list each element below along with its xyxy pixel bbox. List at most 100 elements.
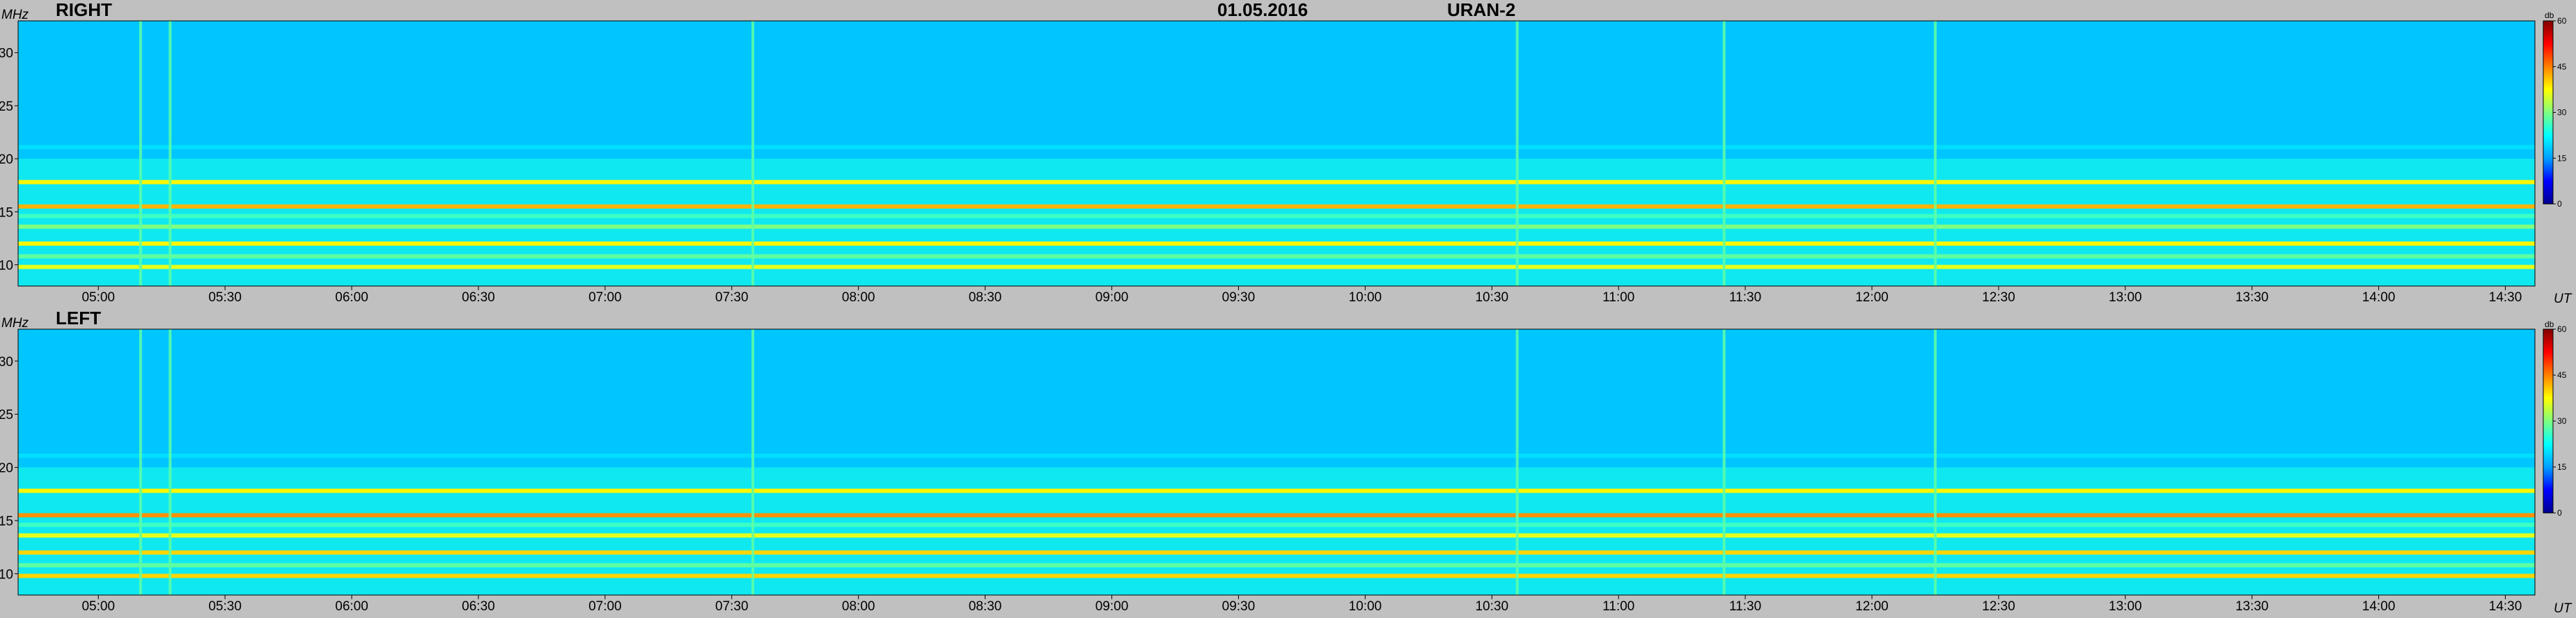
burst-line	[169, 21, 172, 286]
interference-band	[18, 550, 2535, 555]
x-tick-label: 11:00	[1602, 599, 1634, 614]
instrument-name: URAN-2	[1447, 0, 1515, 20]
colorbar-tick-label: 0	[2557, 199, 2562, 209]
x-tick-label: 06:00	[335, 599, 368, 614]
spectrogram-right	[18, 21, 2535, 286]
x-tick-label: 11:00	[1602, 290, 1634, 305]
panel-left: LEFT MHz UT 10 15 20 25 30 05:00 05:30 06:00 06:…	[0, 308, 2573, 616]
colorbar-tick-label: 30	[2557, 108, 2567, 118]
burst-line	[1515, 21, 1519, 286]
x-unit-right: UT	[2554, 292, 2573, 306]
burst-line	[751, 21, 755, 286]
y-tick-label: 30	[0, 355, 13, 370]
chart-date: 01.05.2016	[1217, 0, 1308, 20]
x-tick-label: 10:30	[1475, 599, 1508, 614]
x-tick-label: 08:30	[969, 599, 1002, 614]
burst-line	[751, 329, 755, 595]
x-tick-label: 05:30	[208, 290, 242, 305]
panel-title-right: RIGHT	[56, 0, 112, 20]
x-tick-label: 07:00	[588, 290, 622, 305]
y-tick-label: 15	[0, 205, 13, 220]
burst-line	[139, 21, 142, 286]
axes-right: 10 15 20 25 30 05:00 05:30 06:00 06:30 07:00 07:30…	[0, 20, 2536, 305]
burst-line	[139, 329, 142, 595]
x-tick-label: 12:30	[1982, 599, 2015, 614]
x-tick-label: 05:30	[208, 599, 242, 614]
x-tick-label: 10:00	[1349, 290, 1382, 305]
y-tick-label: 25	[0, 100, 13, 114]
x-tick-label: 10:00	[1349, 599, 1382, 614]
y-tick-label: 25	[0, 408, 13, 422]
plot-frame	[17, 20, 2536, 287]
x-tick-label: 14:30	[2489, 599, 2522, 614]
spectrogram-left	[18, 329, 2535, 595]
interference-band	[18, 453, 2535, 458]
colorbar-tick-label: 45	[2557, 370, 2567, 380]
x-tick-label: 14:00	[2362, 599, 2396, 614]
x-tick-label: 05:00	[81, 599, 115, 614]
x-tick-label: 13:00	[2109, 290, 2142, 305]
burst-line	[169, 329, 172, 595]
x-tick-label: 09:30	[1222, 290, 1256, 305]
x-tick-label: 09:30	[1222, 599, 1256, 614]
interference-band	[18, 241, 2535, 246]
burst-line	[1933, 21, 1937, 286]
y-tick-label: 20	[0, 461, 13, 476]
x-tick-label: 14:30	[2489, 290, 2522, 305]
x-tick-label: 06:30	[462, 599, 495, 614]
interference-band	[18, 264, 2535, 269]
colorbar-gradient	[2543, 328, 2554, 514]
x-tick-label: 09:00	[1095, 599, 1129, 614]
x-tick-label: 07:30	[715, 599, 749, 614]
interference-band	[18, 145, 2535, 150]
x-tick-label: 13:30	[2235, 290, 2269, 305]
x-tick-label: 07:30	[715, 290, 749, 305]
y-tick-label: 20	[0, 152, 13, 167]
burst-line	[1722, 21, 1726, 286]
colorbar-tick-label: 0	[2557, 508, 2562, 518]
interference-band	[18, 563, 2535, 568]
colorbar-right: 0 15 30 45 60	[2543, 16, 2567, 209]
x-tick-label: 13:30	[2235, 599, 2269, 614]
x-tick-label: 12:30	[1982, 290, 2015, 305]
x-tick-label: 12:00	[1855, 599, 1889, 614]
colorbar-left: 0 15 30 45 60	[2543, 324, 2567, 518]
colorbar-tick-label: 15	[2557, 462, 2567, 472]
y-tick-label: 10	[0, 567, 13, 582]
interference-band	[18, 224, 2535, 229]
x-tick-label: 13:00	[2109, 599, 2142, 614]
y-tick-label: 10	[0, 259, 13, 274]
x-tick-label: 11:30	[1729, 599, 1761, 614]
burst-line	[1933, 329, 1937, 595]
x-tick-label: 08:30	[969, 290, 1002, 305]
panel-title-left: LEFT	[56, 308, 101, 328]
colorbar-unit-right: db	[2545, 10, 2554, 20]
y-tick-label: 30	[0, 47, 13, 61]
interference-band	[18, 214, 2535, 219]
colorbar-unit-left: db	[2545, 319, 2554, 329]
x-tick-label: 08:00	[842, 599, 875, 614]
burst-line	[1515, 329, 1519, 595]
interference-band	[18, 523, 2535, 528]
x-tick-label: 08:00	[842, 290, 875, 305]
y-unit-left: MHz	[1, 316, 29, 331]
interference-band	[18, 204, 2535, 209]
interference-band	[18, 180, 2535, 184]
colorbar-gradient	[2543, 20, 2554, 205]
colorbar-tick-label: 60	[2557, 324, 2567, 334]
colorbar-tick-label: 15	[2557, 153, 2567, 163]
colorbar-tick-label: 45	[2557, 62, 2567, 72]
interference-band	[18, 573, 2535, 578]
y-unit-right: MHz	[1, 8, 29, 22]
interference-band	[18, 513, 2535, 518]
x-tick-label: 12:00	[1855, 290, 1889, 305]
interference-band	[18, 254, 2535, 259]
spectrogram-lowfreq-fill	[18, 467, 2535, 595]
colorbar-tick-label: 30	[2557, 416, 2567, 426]
plot-frame	[17, 328, 2536, 596]
x-tick-label: 09:00	[1095, 290, 1129, 305]
x-tick-label: 10:30	[1475, 290, 1508, 305]
x-unit-left: UT	[2554, 601, 2573, 616]
interference-band	[18, 489, 2535, 493]
